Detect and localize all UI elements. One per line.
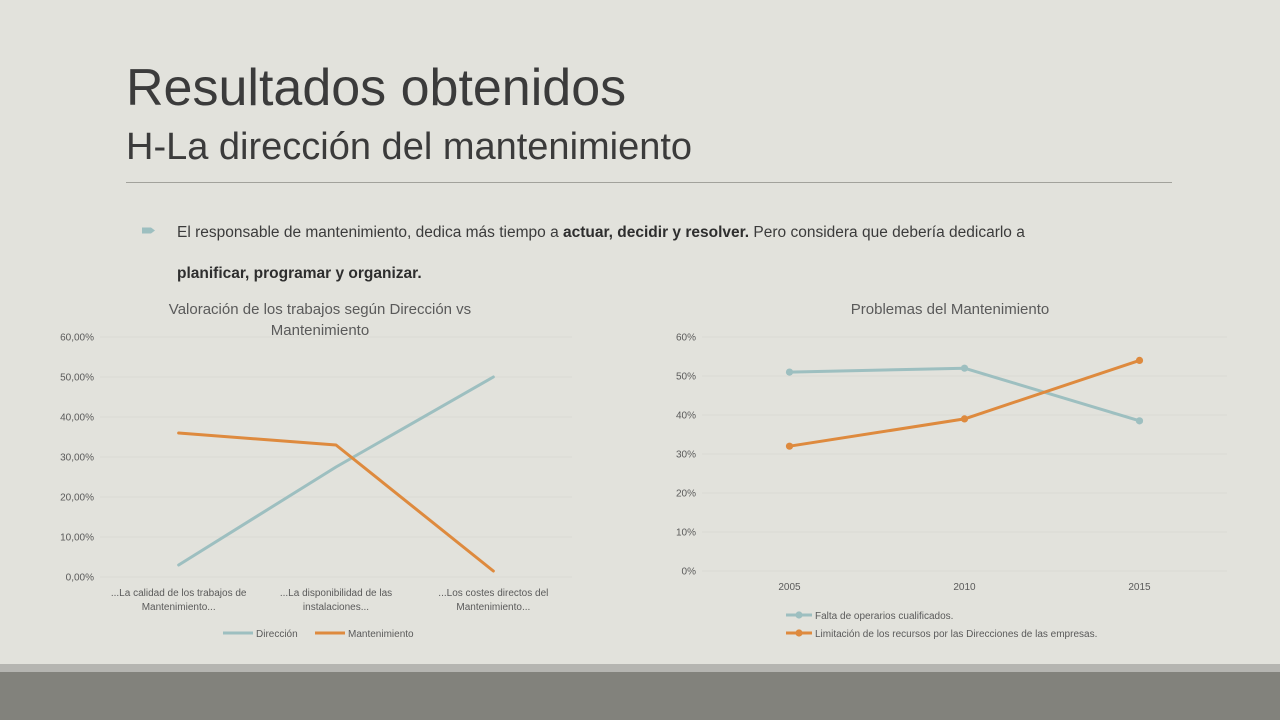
y-tick-label: 50% bbox=[676, 372, 696, 383]
chart-1-title: Valoración de los trabajos según Direcci… bbox=[100, 299, 540, 341]
bullet-text-part1: El responsable de mantenimiento, dedica … bbox=[177, 224, 563, 241]
y-tick-label: 10,00% bbox=[60, 533, 94, 544]
x-tick-label: 2010 bbox=[953, 582, 976, 593]
x-tick-label: 2005 bbox=[778, 582, 801, 593]
slide-subtitle: H-La dirección del mantenimiento bbox=[126, 126, 693, 168]
legend-marker bbox=[795, 611, 803, 619]
x-tick-label: instalaciones... bbox=[303, 602, 369, 613]
y-tick-label: 50,00% bbox=[60, 373, 94, 384]
x-tick-label: ...La calidad de los trabajos de bbox=[111, 588, 247, 599]
chart-2-title-line-1: Problemas del Mantenimiento bbox=[850, 301, 1050, 318]
y-tick-label: 40% bbox=[676, 411, 696, 422]
data-point bbox=[785, 442, 794, 450]
legend-label: Dirección bbox=[256, 629, 298, 640]
series-line bbox=[788, 358, 1141, 448]
legend-label: Limitación de los recursos por las Direc… bbox=[815, 629, 1097, 640]
chart-1-title-line-1: Valoración de los trabajos según Direcci… bbox=[168, 301, 472, 318]
series-line bbox=[177, 375, 495, 567]
x-tick-label: 2015 bbox=[1128, 582, 1151, 593]
bullet-text: El responsable de mantenimiento, dedica … bbox=[177, 212, 1152, 294]
x-tick-label: Mantenimiento... bbox=[456, 602, 530, 613]
y-tick-label: 20% bbox=[676, 489, 696, 500]
data-point bbox=[1135, 356, 1144, 364]
series-line bbox=[177, 431, 495, 573]
title-divider bbox=[126, 182, 1172, 183]
bullet-bold-2: planificar, programar y organizar. bbox=[177, 265, 422, 282]
y-tick-label: 20,00% bbox=[60, 493, 94, 504]
slide-title: Resultados obtenidos bbox=[126, 59, 627, 117]
y-tick-label: 30,00% bbox=[60, 453, 94, 464]
y-tick-label: 10% bbox=[676, 528, 696, 539]
bullet-bold-1: actuar, decidir y resolver. bbox=[563, 224, 750, 241]
bullet-text-part2: Pero considera que debería dedicarlo a bbox=[749, 224, 1025, 241]
data-point bbox=[1135, 417, 1144, 425]
data-point bbox=[960, 364, 969, 372]
x-tick-label: ...La disponibilidad de las bbox=[280, 588, 392, 599]
bullet-paragraph: El responsable de mantenimiento, dedica … bbox=[142, 212, 1152, 294]
y-tick-label: 30% bbox=[676, 450, 696, 461]
y-tick-label: 0,00% bbox=[66, 573, 94, 584]
x-tick-label: ...Los costes directos del bbox=[438, 588, 548, 599]
chart-2-title: Problemas del Mantenimiento bbox=[720, 299, 1180, 320]
data-point bbox=[785, 368, 794, 376]
footer-bar bbox=[0, 672, 1280, 720]
pencil-bullet-icon bbox=[142, 227, 155, 234]
y-tick-label: 60,00% bbox=[60, 333, 94, 344]
footer-strip bbox=[0, 664, 1280, 672]
legend-label: Mantenimiento bbox=[348, 629, 414, 640]
y-tick-label: 40,00% bbox=[60, 413, 94, 424]
x-tick-label: Mantenimiento... bbox=[142, 602, 216, 613]
y-tick-label: 0% bbox=[682, 567, 697, 578]
legend-label: Falta de operarios cualificados. bbox=[815, 611, 953, 622]
data-point bbox=[960, 415, 969, 423]
legend-marker bbox=[795, 629, 803, 637]
chart-1-title-line-2: Mantenimiento bbox=[270, 322, 370, 339]
y-tick-label: 60% bbox=[676, 333, 696, 344]
